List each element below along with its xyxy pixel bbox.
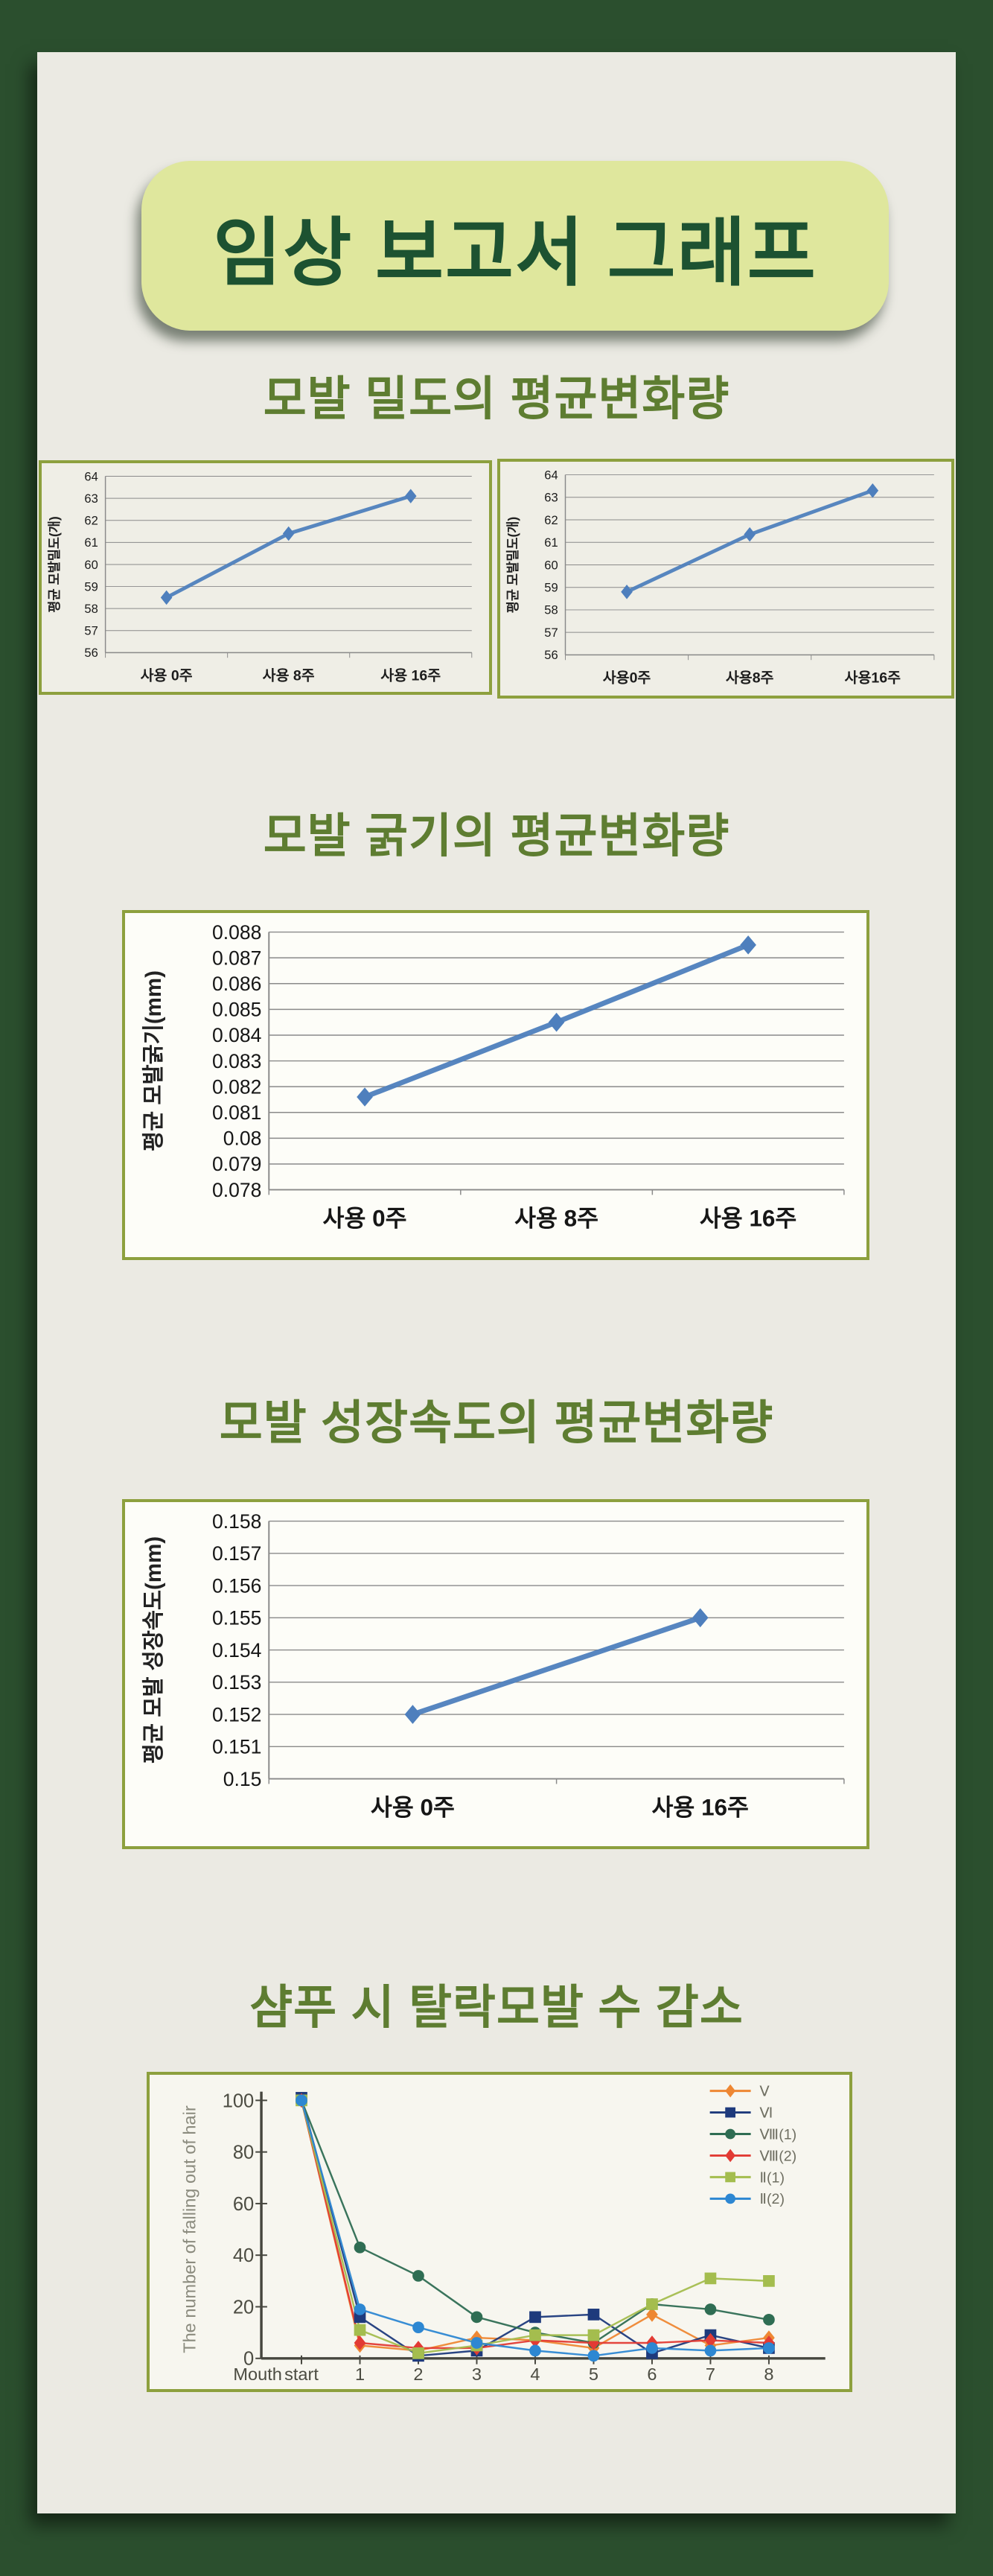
svg-text:0.15: 0.15 xyxy=(223,1768,262,1790)
svg-text:start: start xyxy=(284,2364,319,2384)
svg-text:평균 모발밀도(개): 평균 모발밀도(개) xyxy=(47,516,62,612)
svg-text:60: 60 xyxy=(544,558,558,572)
svg-text:The number of falling out of h: The number of falling out of hair xyxy=(180,2105,199,2353)
svg-text:6: 6 xyxy=(647,2364,657,2384)
svg-text:0.152: 0.152 xyxy=(212,1703,261,1726)
svg-text:0.079: 0.079 xyxy=(212,1153,261,1175)
chart-density-right: 56 57 58 59 60 61 62 63 64 사용0주 사용8주 사용16주 평균 모발밀도(개… xyxy=(497,459,954,699)
svg-text:58: 58 xyxy=(84,602,98,616)
svg-text:0.083: 0.083 xyxy=(212,1050,261,1072)
svg-text:0: 0 xyxy=(243,2349,254,2370)
svg-text:0.082: 0.082 xyxy=(212,1075,261,1098)
svg-text:0.154: 0.154 xyxy=(212,1639,261,1661)
svg-text:0.153: 0.153 xyxy=(212,1671,261,1694)
svg-text:사용8주: 사용8주 xyxy=(726,670,774,686)
svg-text:Ⅱ(1): Ⅱ(1) xyxy=(759,2169,785,2186)
svg-text:8: 8 xyxy=(764,2364,773,2384)
chart-hair-loss: 0 20 40 60 80 100 start 1 2 3 4 5 6 7 8 Mouth The number… xyxy=(147,2072,852,2392)
svg-text:0.087: 0.087 xyxy=(212,947,261,969)
svg-text:62: 62 xyxy=(544,513,558,527)
section-heading-thickness: 모발 굵기의 평균변화량 xyxy=(263,810,730,862)
svg-text:사용 8주: 사용 8주 xyxy=(263,667,315,684)
svg-text:0.157: 0.157 xyxy=(212,1542,261,1565)
svg-text:60: 60 xyxy=(84,558,98,572)
svg-text:61: 61 xyxy=(84,535,98,550)
section-heading-density: 모발 밀도의 평균변화량 xyxy=(263,373,730,425)
title-banner: 임상 보고서 그래프 xyxy=(141,161,889,331)
page-title: 임상 보고서 그래프 xyxy=(213,211,817,295)
svg-text:3: 3 xyxy=(472,2364,482,2384)
svg-text:Ⅷ(2): Ⅷ(2) xyxy=(759,2148,796,2164)
svg-text:평균 모발 성장속도(mm): 평균 모발 성장속도(mm) xyxy=(141,1536,166,1764)
svg-text:사용 16주: 사용 16주 xyxy=(380,667,441,684)
svg-text:64: 64 xyxy=(84,469,98,483)
svg-text:57: 57 xyxy=(544,626,558,640)
svg-text:59: 59 xyxy=(84,579,98,594)
svg-text:64: 64 xyxy=(544,468,558,482)
svg-text:40: 40 xyxy=(233,2245,254,2266)
svg-text:4: 4 xyxy=(530,2364,540,2384)
chart-density-left: 56 57 58 59 60 61 62 63 64 사용 0주 사용 8주 사용 16주 평균 모발밀… xyxy=(39,460,492,695)
svg-text:Ⅴ: Ⅴ xyxy=(759,2083,770,2099)
svg-text:1: 1 xyxy=(355,2364,365,2384)
svg-text:20: 20 xyxy=(233,2297,254,2318)
svg-text:사용0주: 사용0주 xyxy=(603,670,651,686)
svg-text:63: 63 xyxy=(544,491,558,505)
svg-text:사용 0주: 사용 0주 xyxy=(141,667,193,684)
svg-text:2: 2 xyxy=(413,2364,423,2384)
svg-text:80: 80 xyxy=(233,2143,254,2163)
svg-text:0.151: 0.151 xyxy=(212,1736,261,1758)
svg-text:사용 16주: 사용 16주 xyxy=(652,1795,749,1821)
svg-text:Ⅷ(1): Ⅷ(1) xyxy=(759,2126,796,2143)
svg-text:0.086: 0.086 xyxy=(212,973,261,995)
svg-text:0.156: 0.156 xyxy=(212,1574,261,1597)
svg-text:0.158: 0.158 xyxy=(212,1510,261,1533)
svg-text:61: 61 xyxy=(544,535,558,550)
content-panel: 임상 보고서 그래프 모발 밀도의 평균변화량 56 57 58 59 60 61 62 63… xyxy=(37,52,956,2513)
svg-text:7: 7 xyxy=(706,2364,715,2384)
svg-text:59: 59 xyxy=(544,581,558,595)
svg-text:사용 0주: 사용 0주 xyxy=(323,1206,407,1232)
svg-text:0.088: 0.088 xyxy=(212,921,261,944)
svg-text:0.155: 0.155 xyxy=(212,1607,261,1629)
svg-text:평균 모발밀도(개): 평균 모발밀도(개) xyxy=(505,517,520,613)
svg-text:60: 60 xyxy=(233,2194,254,2215)
svg-text:0.081: 0.081 xyxy=(212,1101,261,1124)
svg-text:평균 모발굵기(mm): 평균 모발굵기(mm) xyxy=(141,970,166,1151)
svg-text:Mouth: Mouth xyxy=(233,2364,281,2384)
svg-text:사용16주: 사용16주 xyxy=(845,670,901,686)
svg-text:사용 16주: 사용 16주 xyxy=(700,1206,796,1232)
svg-text:Ⅵ: Ⅵ xyxy=(759,2105,773,2121)
svg-text:62: 62 xyxy=(84,514,98,528)
svg-text:56: 56 xyxy=(544,648,558,662)
svg-text:Ⅱ(2): Ⅱ(2) xyxy=(759,2191,785,2207)
svg-text:5: 5 xyxy=(589,2364,598,2384)
svg-text:56: 56 xyxy=(84,646,98,660)
section-heading-shampoo: 샴푸 시 탈락모발 수 감소 xyxy=(249,1982,744,2034)
svg-text:0.078: 0.078 xyxy=(212,1179,261,1201)
svg-text:0.084: 0.084 xyxy=(212,1024,261,1046)
svg-text:58: 58 xyxy=(544,603,558,617)
svg-text:사용 8주: 사용 8주 xyxy=(514,1206,598,1232)
chart-growth-rate: 0.15 0.151 0.152 0.153 0.154 0.155 0.156 0.157 0… xyxy=(122,1499,869,1849)
section-heading-growth: 모발 성장속도의 평균변화량 xyxy=(219,1397,774,1449)
svg-text:100: 100 xyxy=(223,2090,255,2111)
chart-thickness: 0.078 0.079 0.08 0.081 0.082 0.083 0.084 0.085 0… xyxy=(122,910,869,1260)
svg-text:57: 57 xyxy=(84,624,98,638)
svg-text:63: 63 xyxy=(84,492,98,506)
svg-text:0.08: 0.08 xyxy=(223,1128,262,1150)
svg-text:사용 0주: 사용 0주 xyxy=(371,1795,455,1821)
svg-text:0.085: 0.085 xyxy=(212,999,261,1021)
